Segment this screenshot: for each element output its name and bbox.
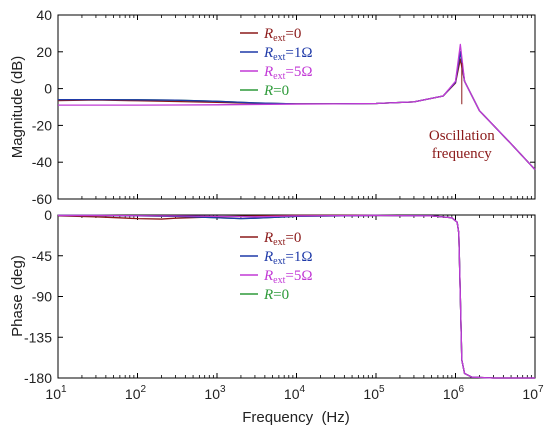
- phase-y-tick-label: -180: [24, 370, 52, 386]
- magnitude-y-tick-label: -20: [32, 117, 52, 133]
- magnitude-lines: [57, 43, 536, 171]
- phase-legend-label-r-ext-5ohm: Rext=5Ω: [263, 268, 313, 286]
- magnitude-annotation: Oscillation frequency: [429, 62, 495, 162]
- frequency-x-axis-label: Frequency (Hz): [242, 409, 350, 426]
- magnitude-y-tick-label: -40: [32, 154, 52, 170]
- phase-legend-label-r-ext-1ohm: Rext=1Ω: [263, 249, 313, 267]
- magnitude-plot-frame: [57, 14, 536, 200]
- phase-y-tick-label: -135: [24, 329, 52, 345]
- phase-legend-label-r-ext-0: Rext=0: [263, 230, 301, 248]
- x-tick-label: 106: [443, 384, 465, 402]
- magnitude-y-tick-label: 20: [36, 44, 52, 60]
- phase-y-tick-label: -90: [32, 289, 52, 305]
- phase-lines: [57, 214, 535, 379]
- magnitude-y-tick-label: 0: [44, 81, 52, 97]
- magnitude-legend-label-r-ext-0: Rext=0: [263, 26, 301, 44]
- oscillation-annotation-text: Oscillation: [429, 128, 495, 144]
- x-tick-label: 103: [204, 384, 226, 402]
- phase-y-tick-label: -45: [32, 248, 52, 264]
- phase-legend-label-r-0: R=0: [263, 287, 289, 303]
- magnitude-y-axis-label: Magnitude (dB): [9, 56, 26, 159]
- phase-y-axis-label: Phase (deg): [9, 255, 26, 337]
- magnitude-legend-label-r-0: R=0: [263, 83, 289, 99]
- phase-y-tick-label: 0: [44, 207, 52, 223]
- magnitude-y-tick-label: 40: [36, 7, 52, 23]
- phase-series-line-r-ext-5ohm: [58, 214, 535, 379]
- magnitude-legend-label-r-ext-5ohm: Rext=5Ω: [263, 64, 313, 82]
- magnitude-legend-label-r-ext-1ohm: Rext=1Ω: [263, 45, 313, 63]
- magnitude-y-tick-label: -60: [32, 191, 52, 207]
- x-tick-label: 101: [45, 384, 67, 402]
- magnitude-series-line-r-ext-5ohm: [58, 43, 536, 171]
- x-tick-label: 105: [363, 384, 385, 402]
- x-tick-label: 104: [284, 384, 306, 402]
- phase-panel: -180 -135 -90 -45 0 101 102 103 104 105 106 107 Rex…: [9, 207, 544, 426]
- magnitude-ticks: -60 -40 -20 0 20 40: [32, 7, 536, 207]
- phase-ticks: -180 -135 -90 -45 0 101 102 103 104 105 106 107: [24, 207, 544, 402]
- oscillation-annotation-text: frequency: [432, 146, 492, 162]
- x-tick-label: 102: [125, 384, 147, 402]
- x-tick-label: 107: [522, 384, 544, 402]
- phase-plot-frame: [57, 214, 536, 379]
